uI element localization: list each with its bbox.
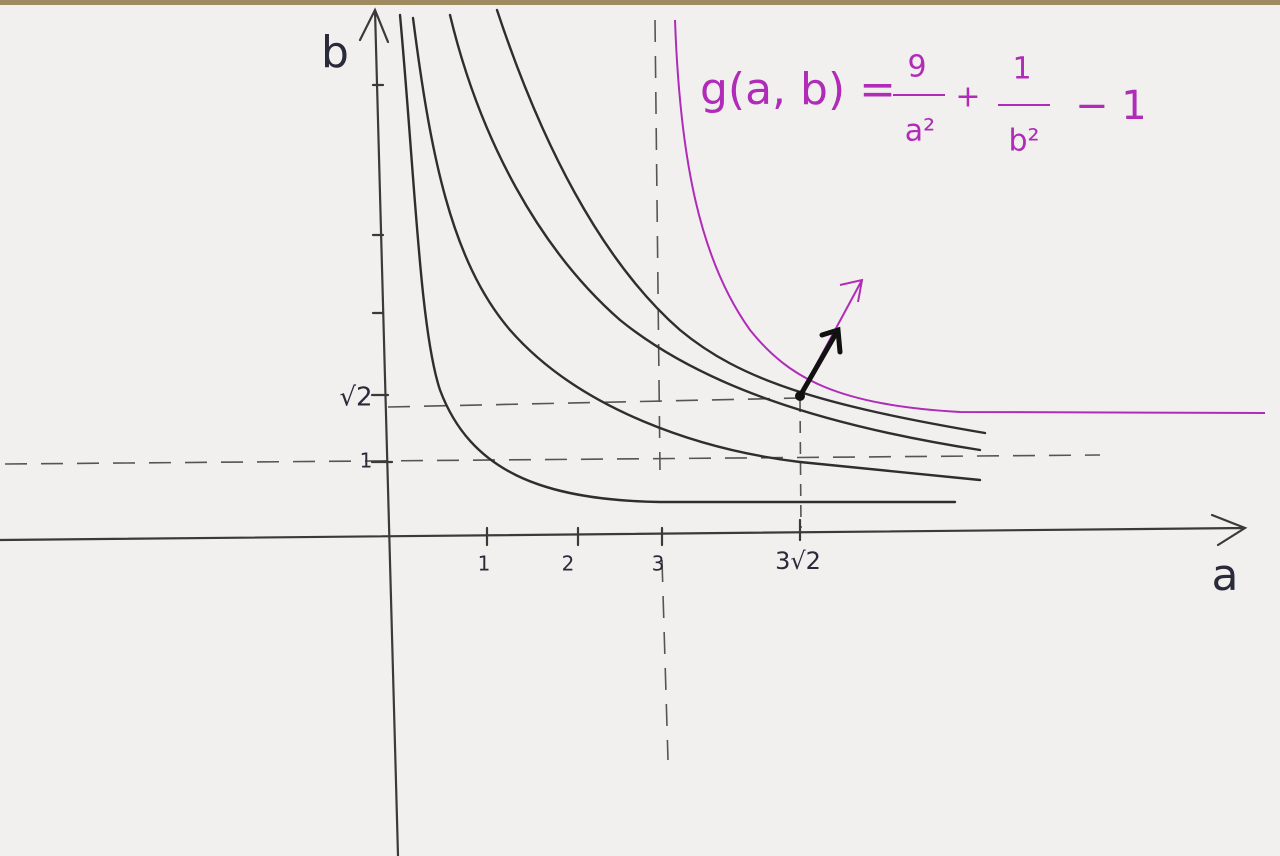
formula-numerator: 1 [1012,52,1031,87]
formula-operator: + [955,80,980,115]
dashed-guide-a [799,399,802,529]
formula-tail: − 1 [1075,83,1147,129]
level-curve [398,13,957,504]
dashed-asymptote-a [654,19,669,761]
dashed-guide-b [387,397,801,408]
x-tick-label: 3 [652,552,665,576]
formula-numerator: 9 [907,50,926,85]
x-axis [0,513,1248,547]
level-curve-g [674,19,1266,414]
y-tick-label: 1 [360,449,373,473]
x-axis-label: a [1212,550,1239,601]
dashed-asymptote-b [4,454,1101,465]
x-ticks [485,518,802,547]
x-tick-label: 3√2 [775,547,821,575]
y-tick-label: √2 [339,383,372,413]
formula-denominator: b² [1008,124,1039,159]
formula-denominator: a² [905,114,935,149]
formula-lhs: g(a, b) = [700,64,896,115]
level-curve [495,8,987,435]
normal-arrow [797,326,843,399]
tangent-point [795,391,805,401]
level-curve [411,16,982,482]
x-tick-label: 1 [478,552,491,576]
y-ticks [370,83,394,464]
y-axis-label: b [321,27,349,78]
x-tick-label: 2 [562,552,575,576]
y-axis [358,7,400,856]
level-curve [448,13,982,452]
table-edge [0,0,1280,5]
